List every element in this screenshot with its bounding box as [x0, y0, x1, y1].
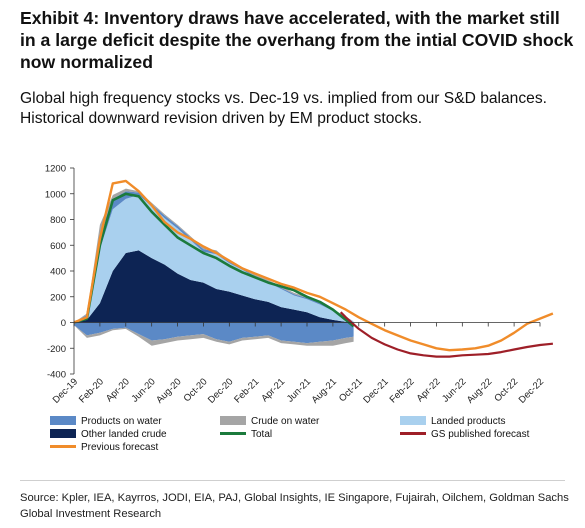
y-tick-label: 200 [50, 292, 66, 303]
y-tick-label: 1200 [45, 164, 66, 175]
legend-swatch-other-landed-crude [50, 429, 76, 438]
legend-label-crude-on-water: Crude on water [251, 416, 320, 427]
positive-landed-products-area [74, 195, 354, 323]
positive-products-on-water-area [74, 191, 354, 323]
gs-published-forecast-line [339, 311, 554, 358]
stacked-areas [74, 188, 354, 346]
x-tick-label: Apr-22 [415, 376, 443, 404]
legend: Products on water Crude on water Landed pr… [50, 416, 530, 453]
negative-crude-on-water-area [74, 325, 354, 346]
y-tick-label: 600 [50, 241, 66, 252]
x-tick-label: Dec-19 [51, 376, 80, 405]
total-line [73, 192, 355, 328]
previous-forecast-line [73, 179, 554, 352]
legend-label-gs-published-forecast: GS published forecast [431, 429, 530, 440]
x-tick-label: Aug-20 [154, 376, 183, 405]
legend-swatch-landed-products [400, 416, 426, 425]
x-tick-label: Dec-20 [206, 376, 235, 405]
legend-label-landed-products: Landed products [431, 416, 506, 427]
x-tick-label: Feb-21 [232, 376, 261, 405]
x-tick-label: Jun-20 [129, 376, 157, 404]
chart: -400-200020040060080010001200Dec-19Feb-2… [45, 164, 554, 453]
x-tick-label: Dec-22 [517, 376, 546, 405]
legend-swatch-products-on-water [50, 416, 76, 425]
series-lines [73, 179, 554, 358]
x-tick-label: Oct-20 [182, 376, 210, 404]
y-tick-label: -400 [47, 370, 66, 381]
chart-title: Exhibit 4: Inventory draws have accelera… [20, 8, 574, 72]
x-tick-label: Feb-22 [388, 376, 417, 405]
legend-swatch-crude-on-water [220, 416, 246, 425]
x-tick-label: Aug-22 [465, 376, 494, 405]
x-tick-label: Oct-22 [492, 376, 520, 404]
x-tick-label: Dec-21 [361, 376, 390, 405]
legend-label-total: Total [251, 429, 272, 440]
x-tick-label: Apr-21 [259, 376, 287, 404]
negative-products-on-water-area [74, 322, 354, 344]
source-note: Source: Kpler, IEA, Kayrros, JODI, EIA, … [20, 492, 569, 520]
y-tick-label: 1000 [45, 189, 66, 200]
divider [20, 480, 565, 481]
x-tick-label: Jun-22 [440, 376, 468, 404]
x-tick-label: Jun-21 [285, 376, 313, 404]
y-tick-label: 400 [50, 267, 66, 278]
x-tick-label: Feb-20 [77, 376, 106, 405]
x-tick-label: Apr-20 [104, 376, 132, 404]
legend-label-previous-forecast: Previous forecast [81, 442, 158, 453]
y-tick-label: -200 [47, 344, 66, 355]
x-tick-label: Oct-21 [337, 376, 365, 404]
y-tick-label: 800 [50, 215, 66, 226]
x-tick-label: Aug-21 [310, 376, 339, 405]
legend-label-products-on-water: Products on water [81, 416, 162, 427]
y-tick-label: 0 [61, 318, 66, 329]
legend-label-other-landed-crude: Other landed crude [81, 429, 167, 440]
positive-other-landed-crude-area [74, 250, 354, 323]
chart-subtitle: Global high frequency stocks vs. Dec-19 … [20, 90, 547, 127]
